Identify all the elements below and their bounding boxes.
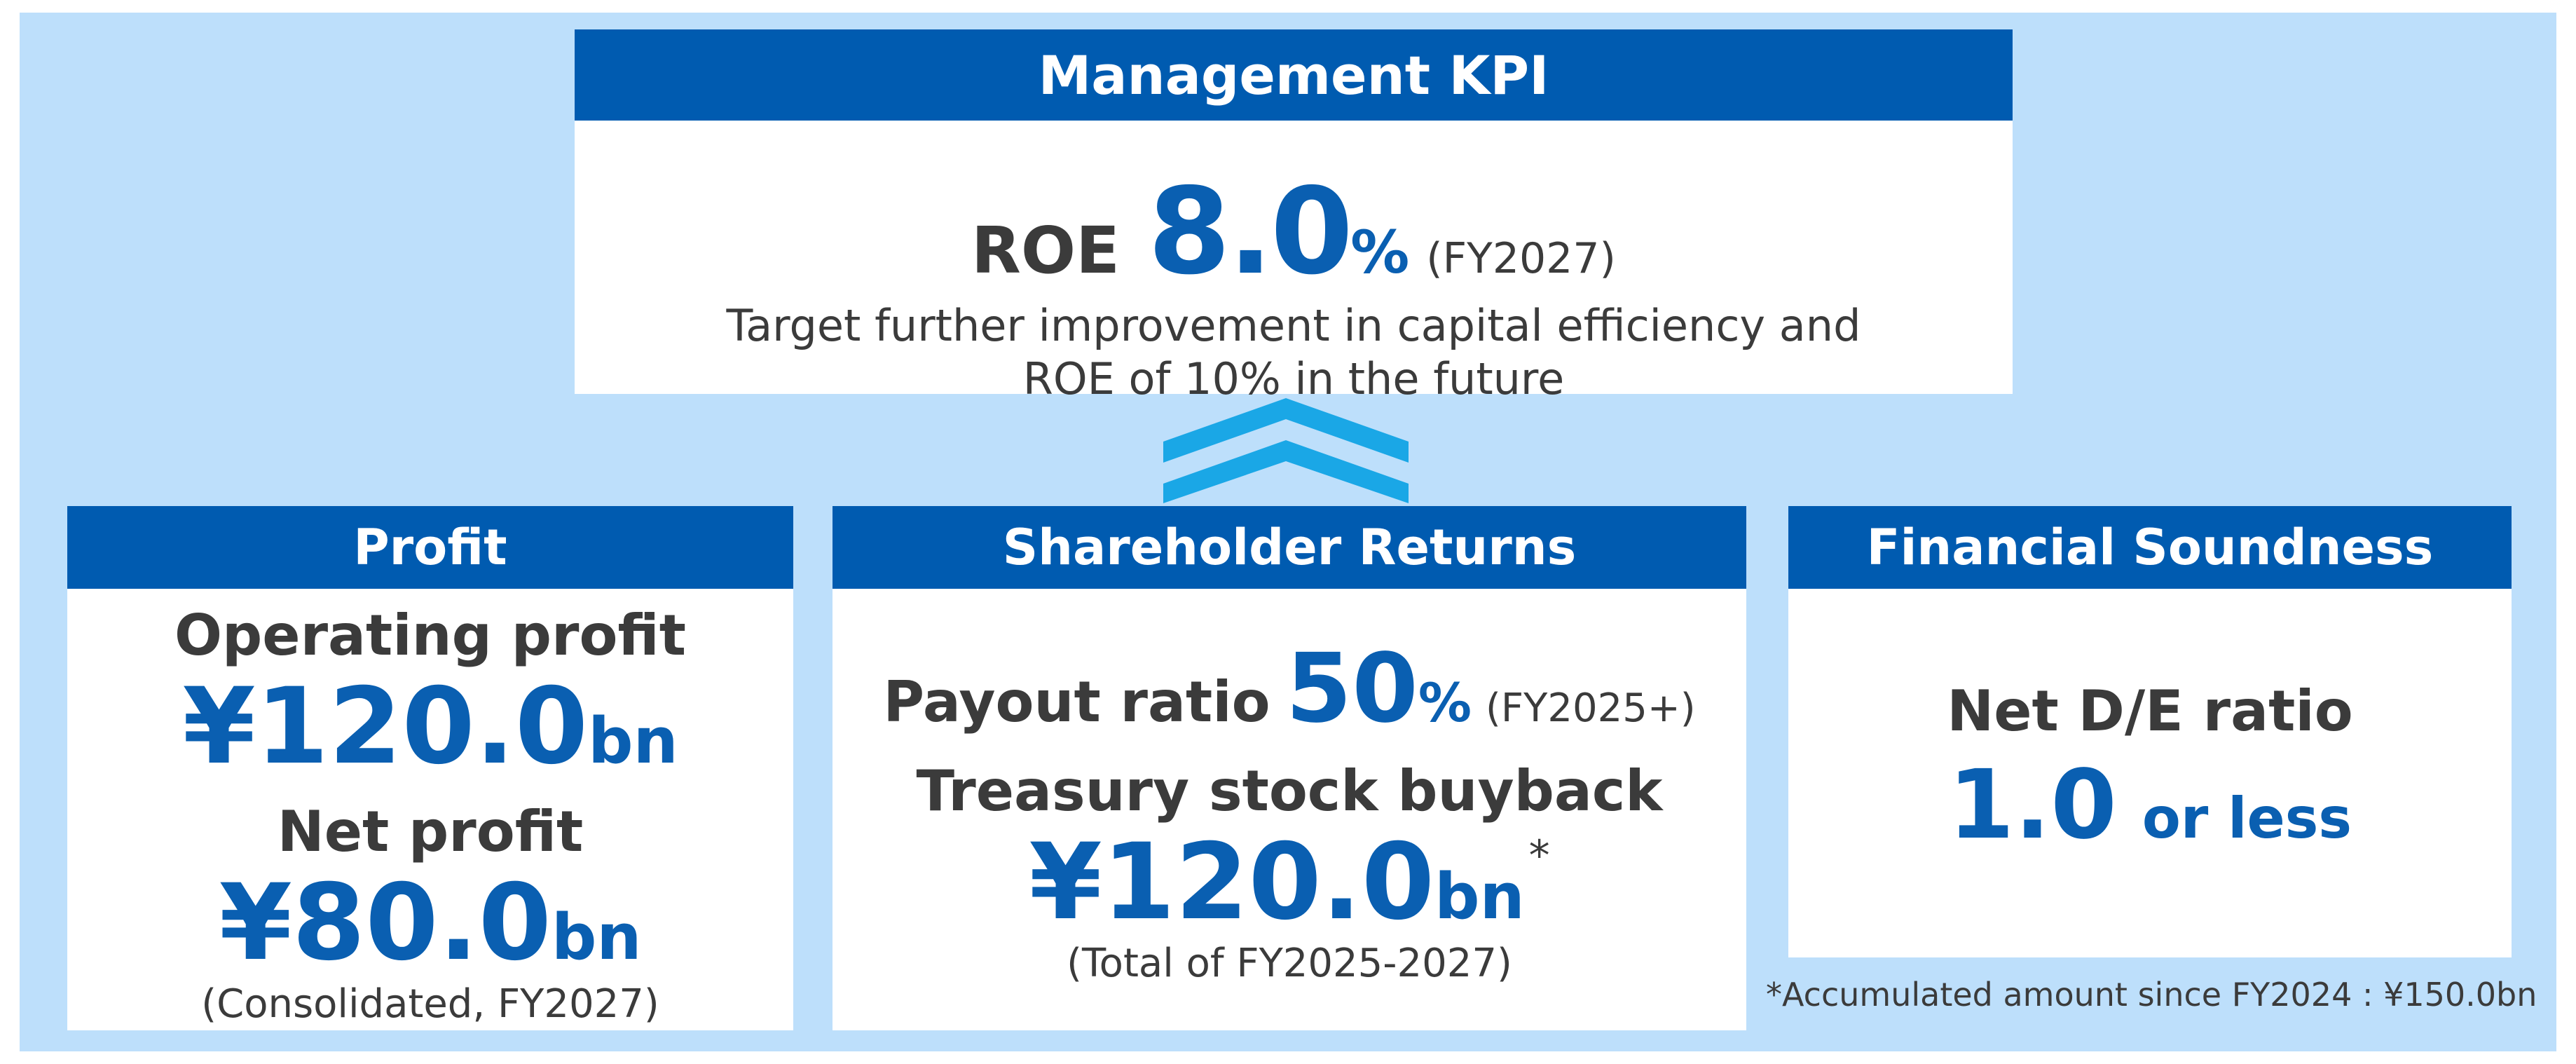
payout-ratio-line: Payout ratio 50 % (FY2025+) <box>833 634 1746 744</box>
financial-soundness-title: Financial Soundness <box>1788 506 2512 589</box>
buyback-label: Treasury stock buyback <box>916 758 1663 824</box>
financial-soundness-box: Financial Soundness Net D/E ratio 1.0 or… <box>1788 506 2512 957</box>
net-de-ratio-line: 1.0 or less <box>1788 750 2512 861</box>
shareholder-returns-title: Shareholder Returns <box>833 506 1746 589</box>
net-profit-label: Net profit <box>277 799 584 864</box>
management-kpi-box: Management KPI ROE 8.0 % (FY2027) Target… <box>575 29 2013 404</box>
profit-note: (Consolidated, FY2027) <box>201 981 659 1027</box>
operating-profit-value: ¥120.0bn <box>67 666 793 788</box>
roe-period: (FY2027) <box>1426 234 1616 283</box>
kpi-description-line2: ROE of 10% in the future <box>1022 353 1565 404</box>
buyback-amount: ¥120.0 <box>1029 821 1435 943</box>
management-kpi-title: Management KPI <box>575 29 2013 121</box>
operating-profit-label: Operating profit <box>174 603 686 668</box>
kpi-description-line1: Target further improvement in capital ef… <box>726 300 1861 351</box>
double-chevron-up-icon <box>1163 398 1409 503</box>
shareholder-returns-box: Shareholder Returns Payout ratio 50 % (F… <box>833 506 1746 1030</box>
buyback-note: (Total of FY2025-2027) <box>1067 941 1512 986</box>
roe-line: ROE 8.0 % (FY2027) <box>575 163 2013 301</box>
profit-title: Profit <box>67 506 793 589</box>
operating-profit-unit: bn <box>588 704 678 778</box>
buyback-unit: bn <box>1434 860 1525 934</box>
roe-value: 8.0 <box>1147 163 1353 301</box>
payout-ratio-period: (FY2025+) <box>1486 686 1696 731</box>
net-de-ratio-label: Net D/E ratio <box>1947 678 2353 744</box>
profit-box: Profit Operating profit ¥120.0bn Net pro… <box>67 506 793 1030</box>
footnote: *Accumulated amount since FY2024 : ¥150.… <box>1766 976 2537 1014</box>
operating-profit-amount: ¥120.0 <box>182 666 589 788</box>
payout-ratio-unit: % <box>1418 671 1472 734</box>
net-profit-value: ¥80.0bn <box>67 862 793 984</box>
net-profit-unit: bn <box>551 901 642 974</box>
net-profit-amount: ¥80.0 <box>219 862 551 984</box>
buyback-footnote-mark: * <box>1528 831 1550 880</box>
net-de-ratio-unit: or less <box>2142 786 2352 851</box>
buyback-value: ¥120.0bn* <box>833 821 1746 943</box>
roe-unit: % <box>1350 218 1410 287</box>
payout-ratio-label: Payout ratio <box>883 669 1270 735</box>
payout-ratio-value: 50 <box>1285 634 1418 744</box>
net-de-ratio-value: 1.0 <box>1947 750 2117 861</box>
roe-label: ROE <box>971 213 1120 288</box>
